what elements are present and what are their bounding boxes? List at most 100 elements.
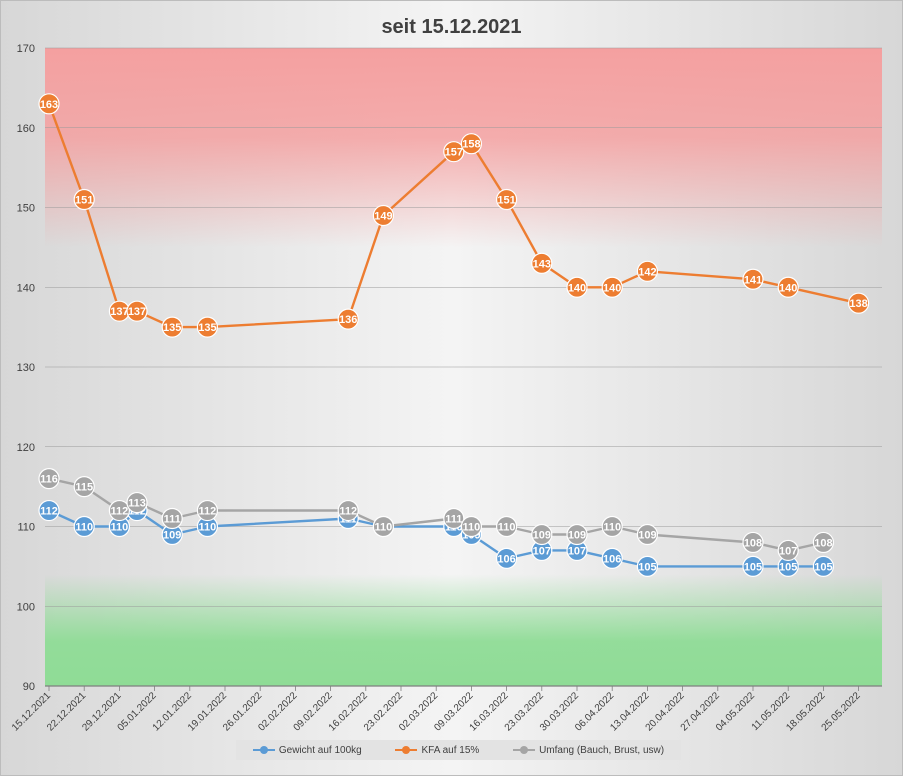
kfa-point [531,252,553,274]
kfa-data-label: 135 [198,322,216,334]
weight-point [742,555,764,577]
kfa-data-label: 151 [497,195,515,207]
umfang-data-label: 110 [498,522,516,534]
kfa-point [636,260,659,282]
kfa-point [443,141,465,163]
legend: Gewicht auf 100kg KFA auf 15% Umfang (Bauc… [236,740,681,760]
umfang-data-label: 111 [164,514,181,526]
umfang-data-label: 116 [40,474,58,486]
y-tick-label: 150 [17,203,35,215]
weight-data-label: 110 [111,522,129,534]
green-band [45,574,882,686]
umfang-data-label: 107 [779,545,797,557]
y-tick-label: 130 [17,362,35,374]
kfa-point [742,268,764,290]
kfa-point [38,93,60,115]
kfa-data-label: 140 [779,282,797,294]
umfang-data-label: 109 [568,529,586,541]
umfang-point [108,499,131,522]
umfang-point [566,523,588,546]
kfa-point [847,292,870,314]
legend-label: Gewicht auf 100kg [278,744,362,756]
kfa-data-label: 143 [533,258,551,270]
kfa-point [337,308,359,330]
umfang-point [372,515,394,538]
kfa-data-label: 140 [603,282,621,294]
umfang-point [777,539,799,562]
kfa-point [196,316,218,338]
umfang-point [496,515,518,538]
y-tick-label: 90 [23,681,35,693]
kfa-point [161,316,183,338]
umfang-point [73,476,95,498]
weight-data-label: 107 [568,545,586,557]
umfang-point [443,507,465,530]
weight-data-label: 109 [163,529,181,541]
weight-data-label: 110 [199,522,217,534]
kfa-data-label: 137 [128,306,146,318]
legend-swatch [395,746,418,754]
weight-data-label: 105 [744,561,762,573]
umfang-point [812,531,835,554]
kfa-data-label: 136 [339,314,357,326]
umfang-point [531,523,553,546]
kfa-point [601,276,623,298]
kfa-point [496,188,518,211]
umfang-data-label: 112 [339,506,357,518]
x-tick-label: 25.05.2022 [820,690,863,733]
umfang-data-label: 113 [128,498,146,510]
umfang-point [38,468,60,490]
weight-point [636,555,659,577]
umfang-point [601,515,623,538]
legend-item-kfa: KFA auf 15% [395,745,479,756]
weight-data-label: 112 [40,506,58,518]
umfang-point [742,531,764,554]
kfa-data-label: 158 [462,139,480,151]
umfang-data-label: 112 [111,506,129,518]
umfang-point [337,499,359,522]
umfang-data-label: 115 [75,482,93,494]
umfang-data-label: 110 [375,522,393,534]
legend-swatch [513,746,536,754]
weight-point [601,547,623,570]
kfa-data-label: 138 [849,298,867,310]
kfa-point [777,276,799,298]
kfa-data-label: 141 [744,274,762,286]
weight-point [496,547,518,570]
umfang-data-label: 109 [638,529,656,541]
weight-data-label: 105 [814,561,832,573]
kfa-point [372,204,394,227]
umfang-data-label: 108 [744,537,762,549]
kfa-point [126,300,148,322]
umfang-data-label: 109 [533,529,551,541]
legend-item-umfang: Umfang (Bauch, Brust, usw) [513,745,664,756]
kfa-data-label: 135 [163,322,181,334]
y-tick-label: 160 [17,123,35,135]
kfa-data-label: 142 [638,266,656,278]
kfa-data-label: 137 [110,306,128,318]
legend-label: KFA auf 15% [421,744,480,756]
weight-data-label: 105 [779,561,797,573]
y-tick-label: 110 [17,522,35,534]
umfang-point [196,499,218,522]
umfang-point [460,515,482,538]
umfang-data-label: 111 [445,514,462,526]
weight-point [38,499,60,522]
legend-swatch [252,746,275,754]
umfang-data-label: 110 [603,522,621,534]
kfa-point [460,133,482,155]
y-tick-label: 120 [17,442,35,454]
umfang-point [636,523,659,546]
weight-point [73,515,95,538]
kfa-data-label: 140 [568,282,586,294]
legend-item-weight: Gewicht auf 100kg [252,744,362,756]
y-tick-label: 100 [17,601,35,613]
kfa-data-label: 157 [445,147,463,159]
weight-point [812,555,835,577]
weight-data-label: 107 [533,545,551,557]
weight-data-label: 106 [603,553,621,565]
umfang-data-label: 110 [463,522,481,534]
chart-title: seit 15.12.2021 [381,16,522,38]
kfa-point [73,188,95,211]
